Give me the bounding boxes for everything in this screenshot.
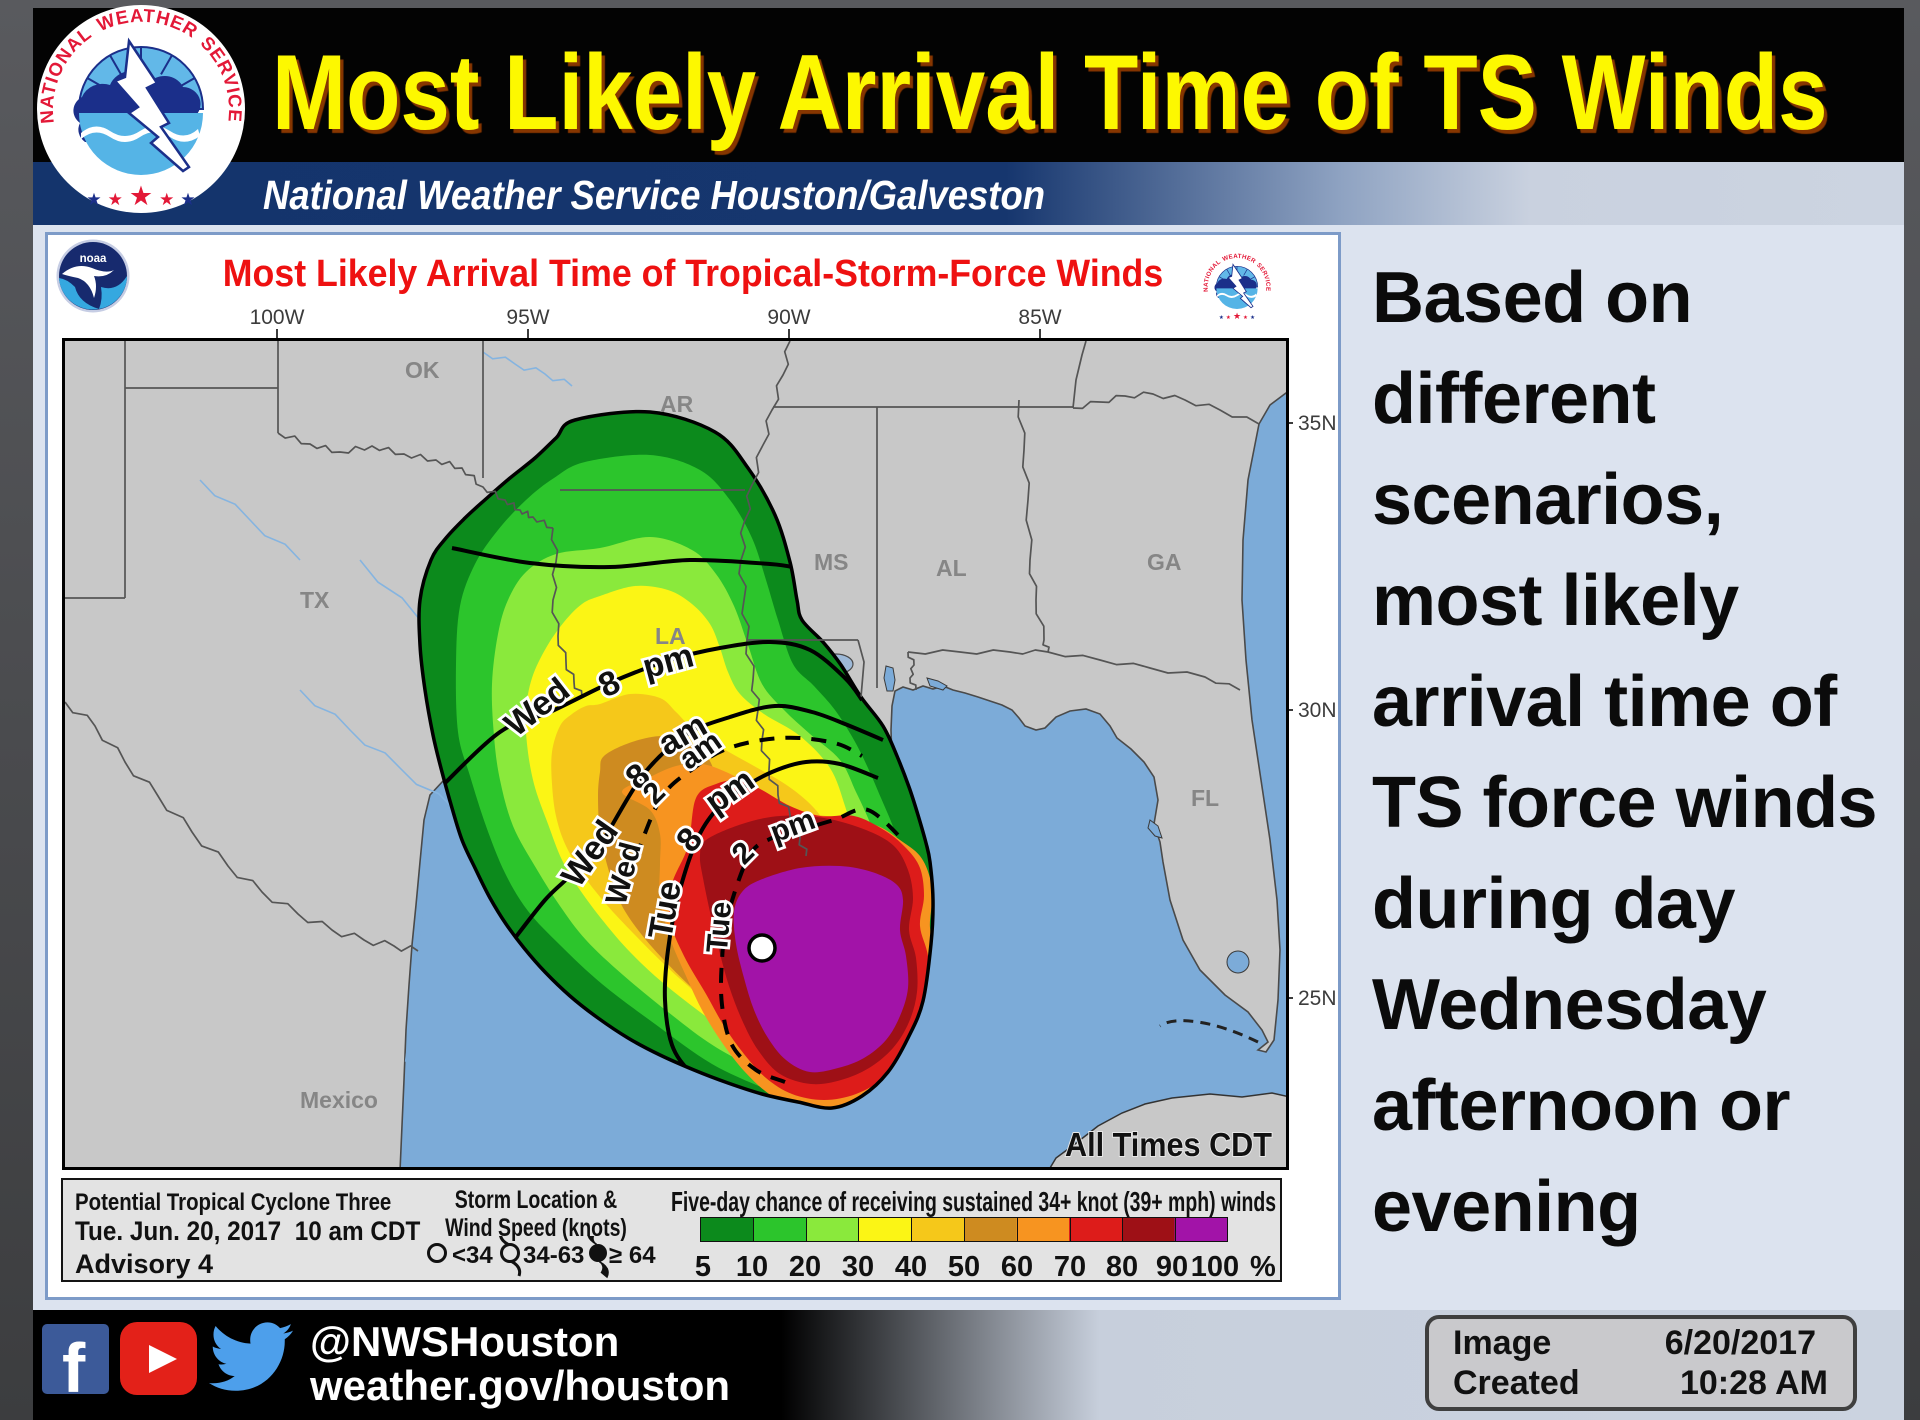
- svg-text:AR: AR: [660, 391, 694, 417]
- svg-text:TX: TX: [300, 587, 330, 613]
- svg-text:AL: AL: [936, 555, 967, 581]
- svg-text:MS: MS: [814, 549, 849, 575]
- svg-text:LA: LA: [655, 623, 686, 649]
- svg-text:OK: OK: [405, 357, 440, 383]
- svg-text:All Times CDT: All Times CDT: [1065, 1126, 1272, 1163]
- svg-text:Tue: Tue: [701, 900, 738, 954]
- svg-text:Mexico: Mexico: [300, 1087, 378, 1113]
- svg-text:★★★★★: ★★★★★: [1219, 311, 1255, 321]
- svg-text:FL: FL: [1191, 785, 1219, 811]
- svg-text:GA: GA: [1147, 549, 1182, 575]
- svg-text:noaa: noaa: [80, 253, 107, 265]
